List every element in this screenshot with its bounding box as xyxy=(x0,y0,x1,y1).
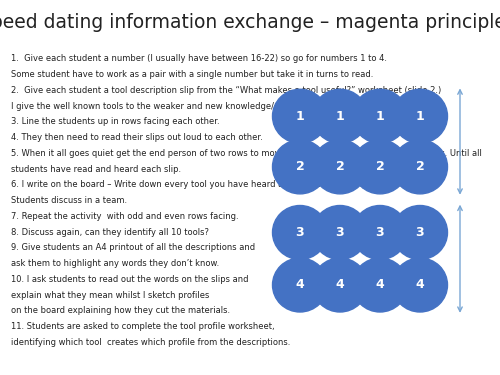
Text: 6. I write on the board – Write down every tool you have heard about and how man: 6. I write on the board – Write down eve… xyxy=(11,180,413,189)
Ellipse shape xyxy=(312,206,368,260)
Ellipse shape xyxy=(272,258,328,312)
Text: 1: 1 xyxy=(296,110,304,123)
Text: students have read and heard each slip.: students have read and heard each slip. xyxy=(11,165,181,174)
Text: 2: 2 xyxy=(376,160,384,173)
Ellipse shape xyxy=(272,89,328,143)
Text: 3: 3 xyxy=(296,226,304,239)
Text: Students discuss in a team.: Students discuss in a team. xyxy=(11,196,127,205)
Text: I give the well known tools to the weaker and new knowledge/complex tools the mo: I give the well known tools to the weake… xyxy=(11,102,397,111)
Text: 8. Discuss again, can they identify all 10 tools?: 8. Discuss again, can they identify all … xyxy=(11,228,209,237)
Text: 2.  Give each student a tool description slip from the “What makes a tool useful: 2. Give each student a tool description … xyxy=(11,86,442,95)
Ellipse shape xyxy=(352,89,408,143)
Text: 7. Repeat the activity  with odd and even rows facing.: 7. Repeat the activity with odd and even… xyxy=(11,212,238,221)
Text: 11. Students are asked to complete the tool profile worksheet,: 11. Students are asked to complete the t… xyxy=(11,322,274,331)
Text: explain what they mean whilst I sketch profiles: explain what they mean whilst I sketch p… xyxy=(11,291,209,300)
Ellipse shape xyxy=(352,206,408,260)
Text: 1: 1 xyxy=(376,110,384,123)
Ellipse shape xyxy=(392,206,448,260)
Ellipse shape xyxy=(272,140,328,194)
Text: 2: 2 xyxy=(296,160,304,173)
Text: 1: 1 xyxy=(336,110,344,123)
Text: 4: 4 xyxy=(376,279,384,291)
Ellipse shape xyxy=(392,258,448,312)
Text: ask them to highlight any words they don’t know.: ask them to highlight any words they don… xyxy=(11,259,219,268)
Text: Speed dating information exchange – magenta principles.: Speed dating information exchange – mage… xyxy=(0,13,500,32)
Text: identifying which tool  creates which profile from the descriptions.: identifying which tool creates which pro… xyxy=(11,338,290,347)
Text: 9. Give students an A4 printout of all the descriptions and: 9. Give students an A4 printout of all t… xyxy=(11,243,255,252)
Text: 2: 2 xyxy=(336,160,344,173)
Text: 3. Line the students up in rows facing each other.: 3. Line the students up in rows facing e… xyxy=(11,117,220,126)
Ellipse shape xyxy=(352,140,408,194)
Text: 4: 4 xyxy=(336,279,344,291)
Text: on the board explaining how they cut the materials.: on the board explaining how they cut the… xyxy=(11,306,230,315)
Ellipse shape xyxy=(272,206,328,260)
Ellipse shape xyxy=(312,258,368,312)
Ellipse shape xyxy=(352,258,408,312)
Text: 4: 4 xyxy=(296,279,304,291)
Text: Some student have to work as a pair with a single number but take it in turns to: Some student have to work as a pair with… xyxy=(11,70,374,79)
Ellipse shape xyxy=(312,140,368,194)
Text: 4. They then need to read their slips out loud to each other.: 4. They then need to read their slips ou… xyxy=(11,133,263,142)
Text: 3: 3 xyxy=(416,226,424,239)
Ellipse shape xyxy=(392,89,448,143)
Text: 1: 1 xyxy=(416,110,424,123)
Text: 2: 2 xyxy=(416,160,424,173)
Text: 1.  Give each student a number (I usually have between 16-22) so go for numbers : 1. Give each student a number (I usually… xyxy=(11,54,387,63)
Text: 10. I ask students to read out the words on the slips and: 10. I ask students to read out the words… xyxy=(11,275,248,284)
Text: 3: 3 xyxy=(376,226,384,239)
Ellipse shape xyxy=(392,140,448,194)
Ellipse shape xyxy=(312,89,368,143)
Text: 5. When it all goes quiet get the end person of two rows to move around, each st: 5. When it all goes quiet get the end pe… xyxy=(11,149,482,158)
Text: 3: 3 xyxy=(336,226,344,239)
Text: 4: 4 xyxy=(416,279,424,291)
